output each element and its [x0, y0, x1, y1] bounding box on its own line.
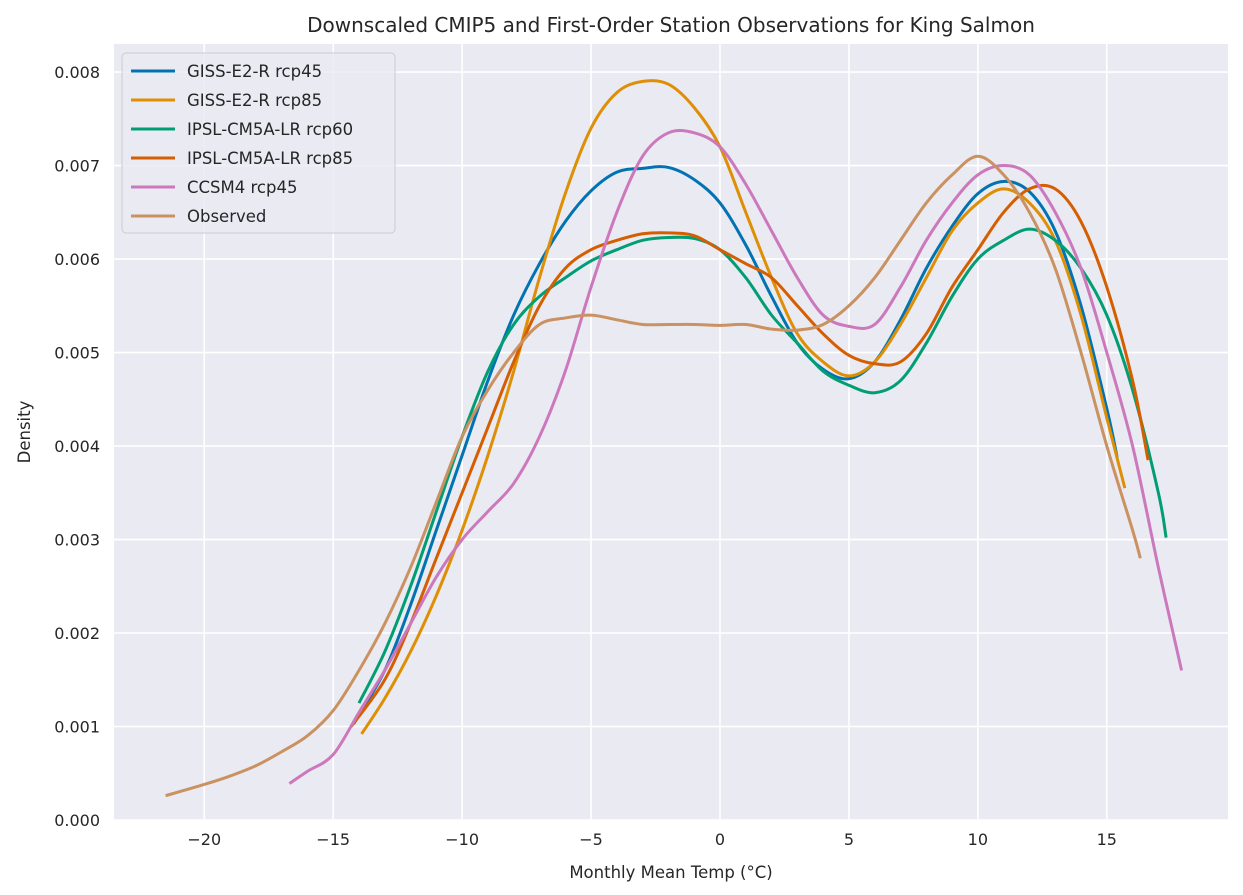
y-tick-label: 0.007: [54, 157, 100, 176]
x-tick-label: −10: [445, 830, 479, 849]
y-tick-label: 0.008: [54, 63, 100, 82]
y-tick-label: 0.002: [54, 624, 100, 643]
legend-label-giss-e2-r-rcp45: GISS-E2-R rcp45: [187, 62, 322, 81]
series-line-observed: [165, 154, 1142, 798]
x-tick-label: −15: [316, 830, 350, 849]
series-lines: [165, 79, 1184, 798]
x-tick-label: −5: [579, 830, 603, 849]
legend-label-observed: Observed: [187, 207, 266, 226]
y-tick-label: 0.003: [54, 531, 100, 550]
y-tick-labels: 0.000 0.001 0.002 0.003 0.004 0.005 0.006 0.007…: [54, 63, 100, 830]
series-line-ccsm4-rcp45: [288, 128, 1184, 785]
y-tick-label: 0.005: [54, 344, 100, 363]
x-tick-label: 10: [968, 830, 988, 849]
legend: GISS-E2-R rcp45 GISS-E2-R rcp85 IPSL-CM5A-…: [121, 52, 396, 234]
y-tick-label: 0.001: [54, 718, 100, 737]
x-tick-label: 15: [1097, 830, 1117, 849]
x-tick-label: 0: [715, 830, 725, 849]
series-line-giss-e2-r-rcp85: [360, 79, 1127, 735]
legend-label-ipsl-cm5a-lr-rcp60: IPSL-CM5A-LR rcp60: [187, 120, 353, 139]
chart-title: Downscaled CMIP5 and First-Order Station…: [307, 13, 1035, 37]
y-tick-label: 0.000: [54, 811, 100, 830]
legend-label-ipsl-cm5a-lr-rcp85: IPSL-CM5A-LR rcp85: [187, 149, 353, 168]
legend-label-ccsm4-rcp45: CCSM4 rcp45: [187, 178, 297, 197]
series-line-ipsl-cm5a-lr-rcp85: [350, 183, 1150, 728]
legend-box: [121, 52, 396, 234]
x-axis-label: Monthly Mean Temp (°C): [569, 863, 772, 882]
y-tick-label: 0.004: [54, 437, 100, 456]
y-axis-label: Density: [15, 400, 34, 463]
grid-lines: [114, 44, 1228, 821]
x-tick-label: −20: [187, 830, 221, 849]
y-tick-label: 0.006: [54, 250, 100, 269]
x-tick-labels: −20 −15 −10 −5 0 5 10 15: [187, 830, 1117, 849]
legend-label-giss-e2-r-rcp85: GISS-E2-R rcp85: [187, 91, 322, 110]
x-tick-label: 5: [844, 830, 854, 849]
series-line-ipsl-cm5a-lr-rcp60: [357, 227, 1168, 704]
